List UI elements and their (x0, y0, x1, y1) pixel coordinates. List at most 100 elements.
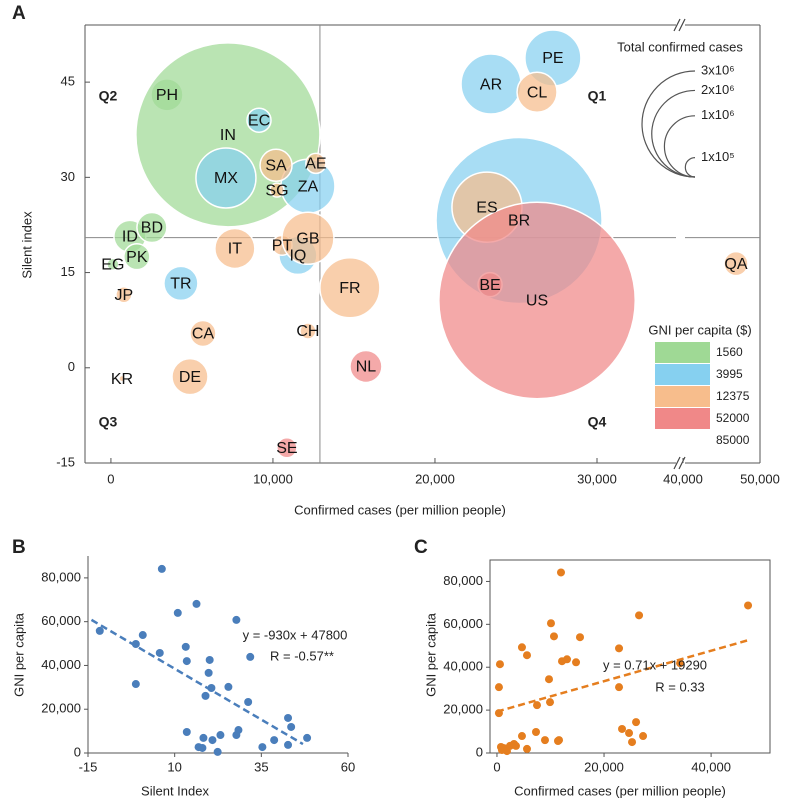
x-tick-label: 40,000 (691, 759, 731, 774)
size-legend-arc (684, 157, 696, 178)
point (138, 631, 147, 640)
point (182, 657, 191, 666)
bubble-label: BD (141, 220, 163, 237)
legend-label: 3995 (716, 367, 743, 381)
bubble-label: NL (356, 359, 377, 376)
bubble-label: TR (170, 276, 191, 293)
bubble-label: PT (272, 237, 293, 254)
quadrant-label: Q3 (99, 414, 118, 430)
x-tick-label: 10 (167, 759, 181, 774)
point (639, 732, 648, 741)
bubble-label: BR (508, 213, 530, 230)
bubble-label: ZA (298, 178, 319, 195)
point (494, 683, 503, 692)
x-tick-label: 30,000 (577, 471, 617, 486)
point (555, 736, 564, 745)
y-tick-label: 0 (68, 359, 75, 374)
y-tick-label: 0 (74, 744, 81, 759)
annotation: y = 0.71x + 19290 (603, 657, 707, 672)
point (201, 691, 210, 700)
y-tick-label: 80,000 (443, 573, 483, 588)
point (244, 697, 253, 706)
y-tick-label: 60,000 (41, 613, 81, 628)
x-tick-label: 10,000 (253, 471, 293, 486)
point (556, 568, 565, 577)
point (213, 747, 222, 756)
plot-frame (489, 559, 771, 754)
size-legend-label: 2x10⁶ (701, 82, 735, 97)
y-tick-label: 20,000 (443, 702, 483, 717)
quadrant-label: Q4 (588, 414, 607, 430)
bubble-label: AR (480, 76, 502, 93)
x-tick-label: 35 (254, 759, 268, 774)
bubble-label: PE (542, 50, 563, 67)
bubble-label: EG (101, 257, 124, 274)
panel-label: A (12, 3, 26, 24)
bubble-label: AE (305, 156, 326, 173)
point (615, 644, 624, 653)
bubble (163, 265, 199, 302)
legend-label: 12375 (716, 389, 750, 403)
x-tick-label: -15 (79, 759, 98, 774)
bubble (136, 211, 168, 244)
bubble-label: CH (296, 323, 319, 340)
quadrant-label: Q2 (99, 88, 118, 104)
point (517, 732, 526, 741)
axis-break (673, 18, 686, 470)
bubble (319, 257, 381, 319)
x-tick-label: 50,000 (740, 471, 780, 486)
bubble (438, 201, 636, 400)
bubble (516, 71, 558, 114)
bubble-label: ID (122, 229, 138, 246)
bubble (214, 227, 256, 270)
x-axis-label: Silent Index (141, 783, 209, 798)
y-axis-label: GNI per capita (11, 612, 26, 697)
size-legend-arc (651, 89, 696, 178)
point (544, 675, 553, 684)
legend-label: 1560 (716, 345, 743, 359)
point (546, 619, 555, 628)
bubble-label: PK (126, 249, 148, 266)
point (517, 643, 526, 652)
y-tick-label: 15 (61, 264, 75, 279)
bubble (123, 242, 151, 271)
legend-title: GNI per capita ($) (648, 322, 751, 337)
annotation: R = -0.57** (270, 648, 334, 663)
point (207, 683, 216, 692)
y-axis-label: Silent index (19, 211, 34, 279)
x-tick-label: 0 (493, 759, 500, 774)
bubble (259, 148, 293, 183)
point (546, 698, 555, 707)
point (182, 727, 191, 736)
legend-swatch (655, 364, 710, 385)
quadrant-label: Q1 (588, 88, 607, 104)
point (562, 655, 571, 664)
y-tick-label: 40,000 (41, 657, 81, 672)
point (549, 632, 558, 641)
bubble-label: MX (214, 170, 238, 187)
bubble-label: FR (339, 280, 360, 297)
bubble-label: IT (228, 241, 242, 258)
point (232, 615, 241, 624)
point (204, 668, 213, 677)
point (157, 564, 166, 573)
point (155, 648, 164, 657)
point (744, 601, 753, 610)
panel-label: C (414, 537, 428, 558)
point (511, 741, 520, 750)
bubble (269, 182, 285, 198)
point (522, 651, 531, 660)
point (246, 652, 255, 661)
point (224, 682, 233, 691)
legend-label: 85000 (716, 433, 750, 447)
point (533, 701, 542, 710)
bubble (171, 357, 209, 396)
panel-label: B (12, 537, 26, 558)
size-legend-title: Total confirmed cases (617, 39, 743, 54)
x-tick-label: 20,000 (584, 759, 624, 774)
y-tick-label: 80,000 (41, 569, 81, 584)
point (615, 683, 624, 692)
bubble-label: DE (179, 369, 201, 386)
bubble-label: QA (724, 256, 747, 273)
